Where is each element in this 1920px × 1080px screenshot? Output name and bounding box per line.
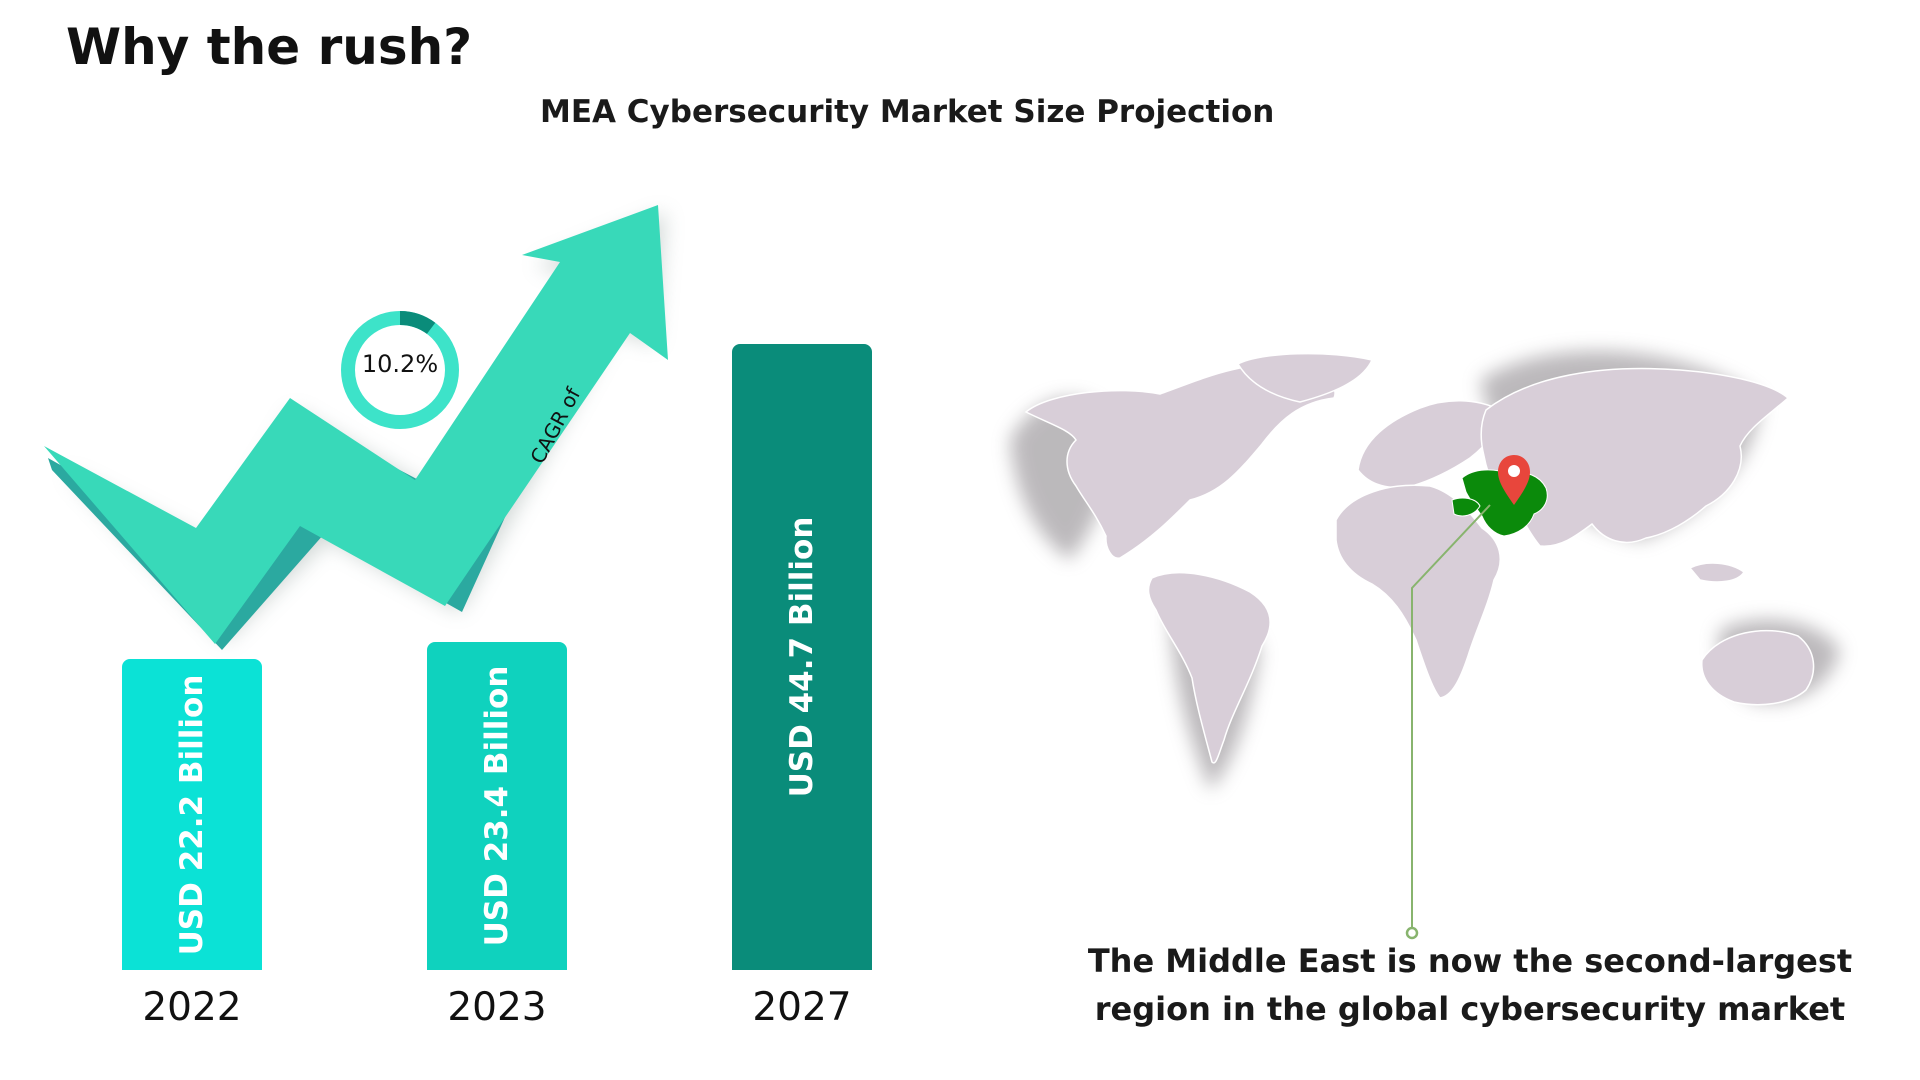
map-land [1024,352,1815,764]
bar-2022: USD 22.2 Billion [122,659,262,970]
australia [1701,629,1815,706]
cagr-value: 10.2% [361,350,439,378]
bar-2023: USD 23.4 Billion [427,642,567,970]
south-america [1147,572,1271,764]
chart-title: MEA Cybersecurity Market Size Projection [540,94,1275,130]
map-caption-line-2: region in the global cybersecurity marke… [1094,990,1846,1028]
greenland [1236,352,1374,403]
middle-east-highlight [1451,469,1548,537]
x-tick-label: 2022 [142,985,242,1030]
maritime-asia [1688,562,1746,583]
location-pin-icon [1498,455,1530,505]
leader-end-dot [1405,926,1419,940]
arrow-face [44,205,668,644]
page-title: Why the rush? [66,18,473,76]
north-america [1024,364,1336,559]
africa [1335,484,1501,699]
map-caption: The Middle East is now the second-larges… [1070,937,1870,1033]
x-tick-label: 2023 [447,985,547,1030]
map-leader-line [1411,504,1491,930]
x-tick-label: 2027 [752,985,852,1030]
bar-2027: USD 44.7 Billion [732,344,872,970]
map-caption-line-1: The Middle East is now the second-larges… [1087,942,1853,980]
cagr-ring-progress [341,311,459,429]
